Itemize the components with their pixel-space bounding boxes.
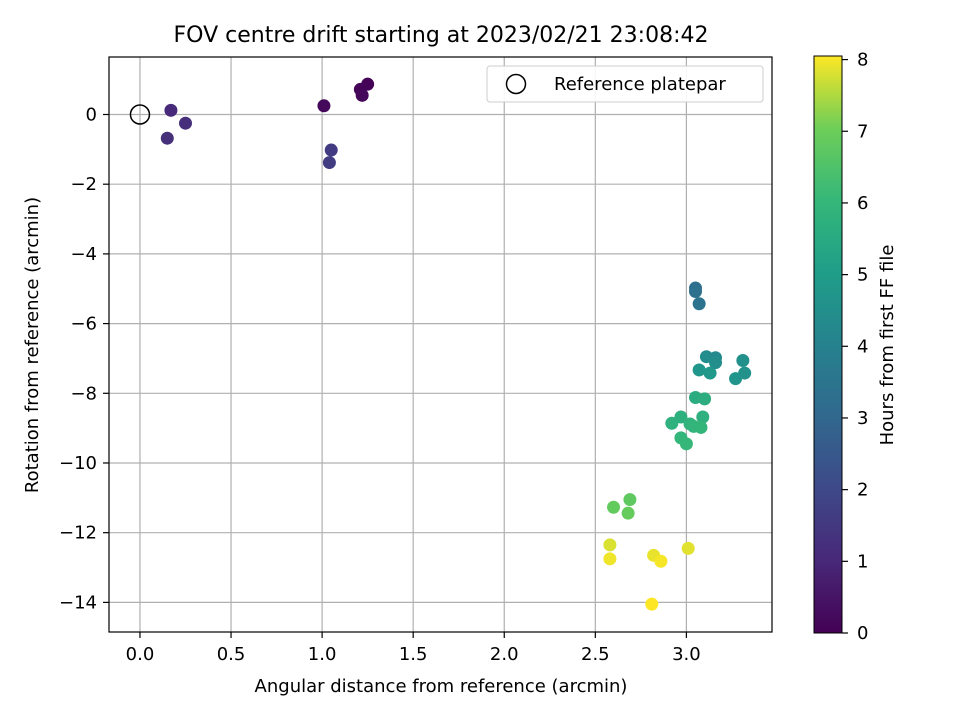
colorbar-tick-label: 7 bbox=[857, 121, 868, 142]
data-point bbox=[703, 366, 717, 380]
x-axis-label: Angular distance from reference (arcmin) bbox=[255, 676, 628, 697]
x-tick-label: 3.0 bbox=[672, 644, 701, 665]
x-tick-label: 0.0 bbox=[126, 644, 155, 665]
data-point bbox=[665, 416, 679, 430]
data-points bbox=[129, 77, 752, 611]
legend-reference-label: Reference platepar bbox=[554, 74, 726, 95]
data-point bbox=[729, 372, 743, 386]
colorbar-ticks: 0 1 2 3 4 5 6 7 8 bbox=[842, 50, 868, 644]
colorbar-tick-label: 6 bbox=[857, 193, 868, 214]
data-point bbox=[603, 552, 617, 566]
data-point bbox=[736, 354, 750, 368]
x-tick-label: 1.0 bbox=[308, 644, 337, 665]
colorbar-tick-label: 2 bbox=[857, 480, 868, 501]
data-point bbox=[692, 363, 706, 377]
colorbar-label: Hours from first FF file bbox=[877, 245, 898, 446]
y-tick-label: −4 bbox=[70, 244, 97, 265]
legend-box bbox=[486, 65, 764, 103]
plot-area-frame bbox=[108, 56, 773, 633]
data-point bbox=[355, 88, 369, 102]
y-tick-label: −2 bbox=[70, 174, 97, 195]
data-point bbox=[324, 143, 338, 157]
data-point bbox=[696, 410, 710, 424]
y-tick-label: −12 bbox=[59, 523, 97, 544]
data-point bbox=[160, 131, 174, 145]
y-axis-label: Rotation from reference (arcmin) bbox=[22, 197, 43, 493]
data-point bbox=[689, 285, 702, 299]
data-point bbox=[621, 506, 635, 520]
y-tick-label: −8 bbox=[70, 383, 97, 404]
legend-reference-marker bbox=[505, 73, 527, 95]
x-tick-label: 0.5 bbox=[217, 644, 246, 665]
data-point bbox=[603, 538, 617, 552]
x-tick-label: 2.5 bbox=[581, 644, 610, 665]
data-point bbox=[679, 437, 693, 451]
data-point bbox=[709, 356, 723, 370]
grid-lines bbox=[109, 57, 772, 632]
data-point bbox=[164, 103, 178, 117]
colorbar-tick-label: 0 bbox=[857, 623, 868, 644]
data-point bbox=[623, 493, 637, 507]
colorbar-tick-label: 4 bbox=[857, 336, 868, 357]
chart-title: FOV centre drift starting at 2023/02/21 … bbox=[174, 23, 709, 48]
data-point bbox=[681, 541, 695, 555]
data-point bbox=[317, 99, 331, 113]
x-tick-label: 2.0 bbox=[490, 644, 519, 665]
colorbar-tick-label: 5 bbox=[857, 265, 868, 286]
data-point bbox=[607, 500, 621, 514]
y-tick-label: 0 bbox=[86, 105, 97, 126]
data-point bbox=[692, 297, 706, 311]
axis-ticks: 0.0 0.5 1.0 1.5 2.0 2.5 3.0 0 −2 −4 −6 −8 −10 −12 −14 bbox=[59, 105, 701, 666]
colorbar-gradient bbox=[813, 55, 843, 634]
data-point bbox=[694, 420, 708, 434]
y-tick-label: −6 bbox=[70, 314, 97, 335]
colorbar-tick-label: 3 bbox=[857, 408, 868, 429]
legend: Reference platepar bbox=[486, 65, 764, 103]
data-point bbox=[179, 116, 192, 130]
data-point bbox=[645, 597, 659, 611]
colorbar-tick-label: 8 bbox=[857, 50, 868, 71]
data-point bbox=[654, 554, 668, 568]
colorbar-tick-label: 1 bbox=[857, 551, 868, 572]
y-tick-label: −14 bbox=[59, 592, 97, 613]
x-tick-label: 1.5 bbox=[399, 644, 428, 665]
data-point bbox=[698, 392, 712, 406]
colorbar: 0 1 2 3 4 5 6 7 8 Hours from first FF file bbox=[813, 50, 898, 644]
data-point bbox=[322, 156, 336, 170]
data-point bbox=[674, 410, 688, 424]
y-tick-label: −10 bbox=[59, 453, 97, 474]
reference-point bbox=[129, 104, 151, 125]
